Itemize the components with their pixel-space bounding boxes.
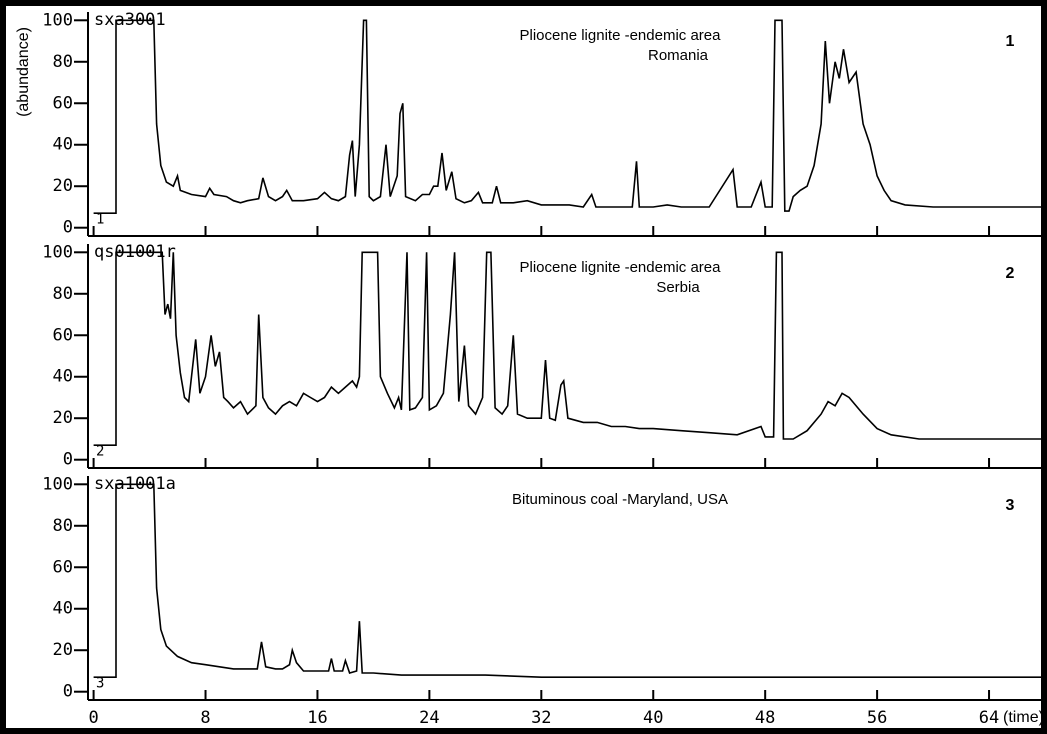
x-tick-label: 40 — [643, 708, 663, 728]
trace-label: 3 — [96, 675, 104, 691]
y-tick-label: 100 — [42, 474, 73, 494]
trace-label: 1 — [96, 211, 104, 227]
y-tick-label: 60 — [53, 325, 73, 345]
background — [6, 6, 1041, 728]
annotation: Romania — [648, 47, 709, 64]
y-tick-label: 0 — [63, 682, 73, 702]
x-tick-label: 56 — [867, 708, 887, 728]
y-tick-label: 80 — [53, 284, 73, 304]
x-tick-label: 16 — [307, 708, 327, 728]
y-tick-label: 20 — [53, 408, 73, 428]
y-tick-label: 40 — [53, 135, 73, 155]
trace-label: 2 — [96, 443, 104, 459]
annotation: Bituminous coal -Maryland, USA — [512, 491, 728, 508]
y-tick-label: 80 — [53, 52, 73, 72]
y-tick-label: 0 — [63, 450, 73, 470]
x-tick-label: 32 — [531, 708, 551, 728]
y-tick-label: 20 — [53, 176, 73, 196]
y-tick-label: 60 — [53, 557, 73, 577]
trace-line — [93, 483, 1045, 678]
trace-line — [93, 19, 1045, 214]
y-tick-label: 60 — [53, 93, 73, 113]
panel-label: 1 — [1006, 33, 1015, 50]
panel-label: 2 — [1006, 265, 1015, 282]
panel-label: 3 — [1006, 497, 1015, 514]
x-tick-label: 48 — [755, 708, 775, 728]
y-tick-label: 80 — [53, 516, 73, 536]
x-tick-label: 8 — [200, 708, 210, 728]
annotation: Pliocene lignite -endemic area — [520, 27, 722, 44]
annotation: Serbia — [656, 279, 700, 296]
trace-line — [93, 251, 1045, 446]
y-tick-label: 40 — [53, 599, 73, 619]
x-axis-label: (time) — [1003, 709, 1044, 726]
x-tick-label: 0 — [88, 708, 98, 728]
y-tick-label: 40 — [53, 367, 73, 387]
x-tick-label: 24 — [419, 708, 439, 728]
x-tick-label: 64 — [979, 708, 999, 728]
y-tick-label: 20 — [53, 640, 73, 660]
y-tick-label: 100 — [42, 242, 73, 262]
y-tick-label: 100 — [42, 10, 73, 30]
y-tick-label: 0 — [63, 218, 73, 238]
annotation: Pliocene lignite -endemic area — [520, 259, 722, 276]
y-axis-label: (abundance) — [15, 27, 32, 117]
